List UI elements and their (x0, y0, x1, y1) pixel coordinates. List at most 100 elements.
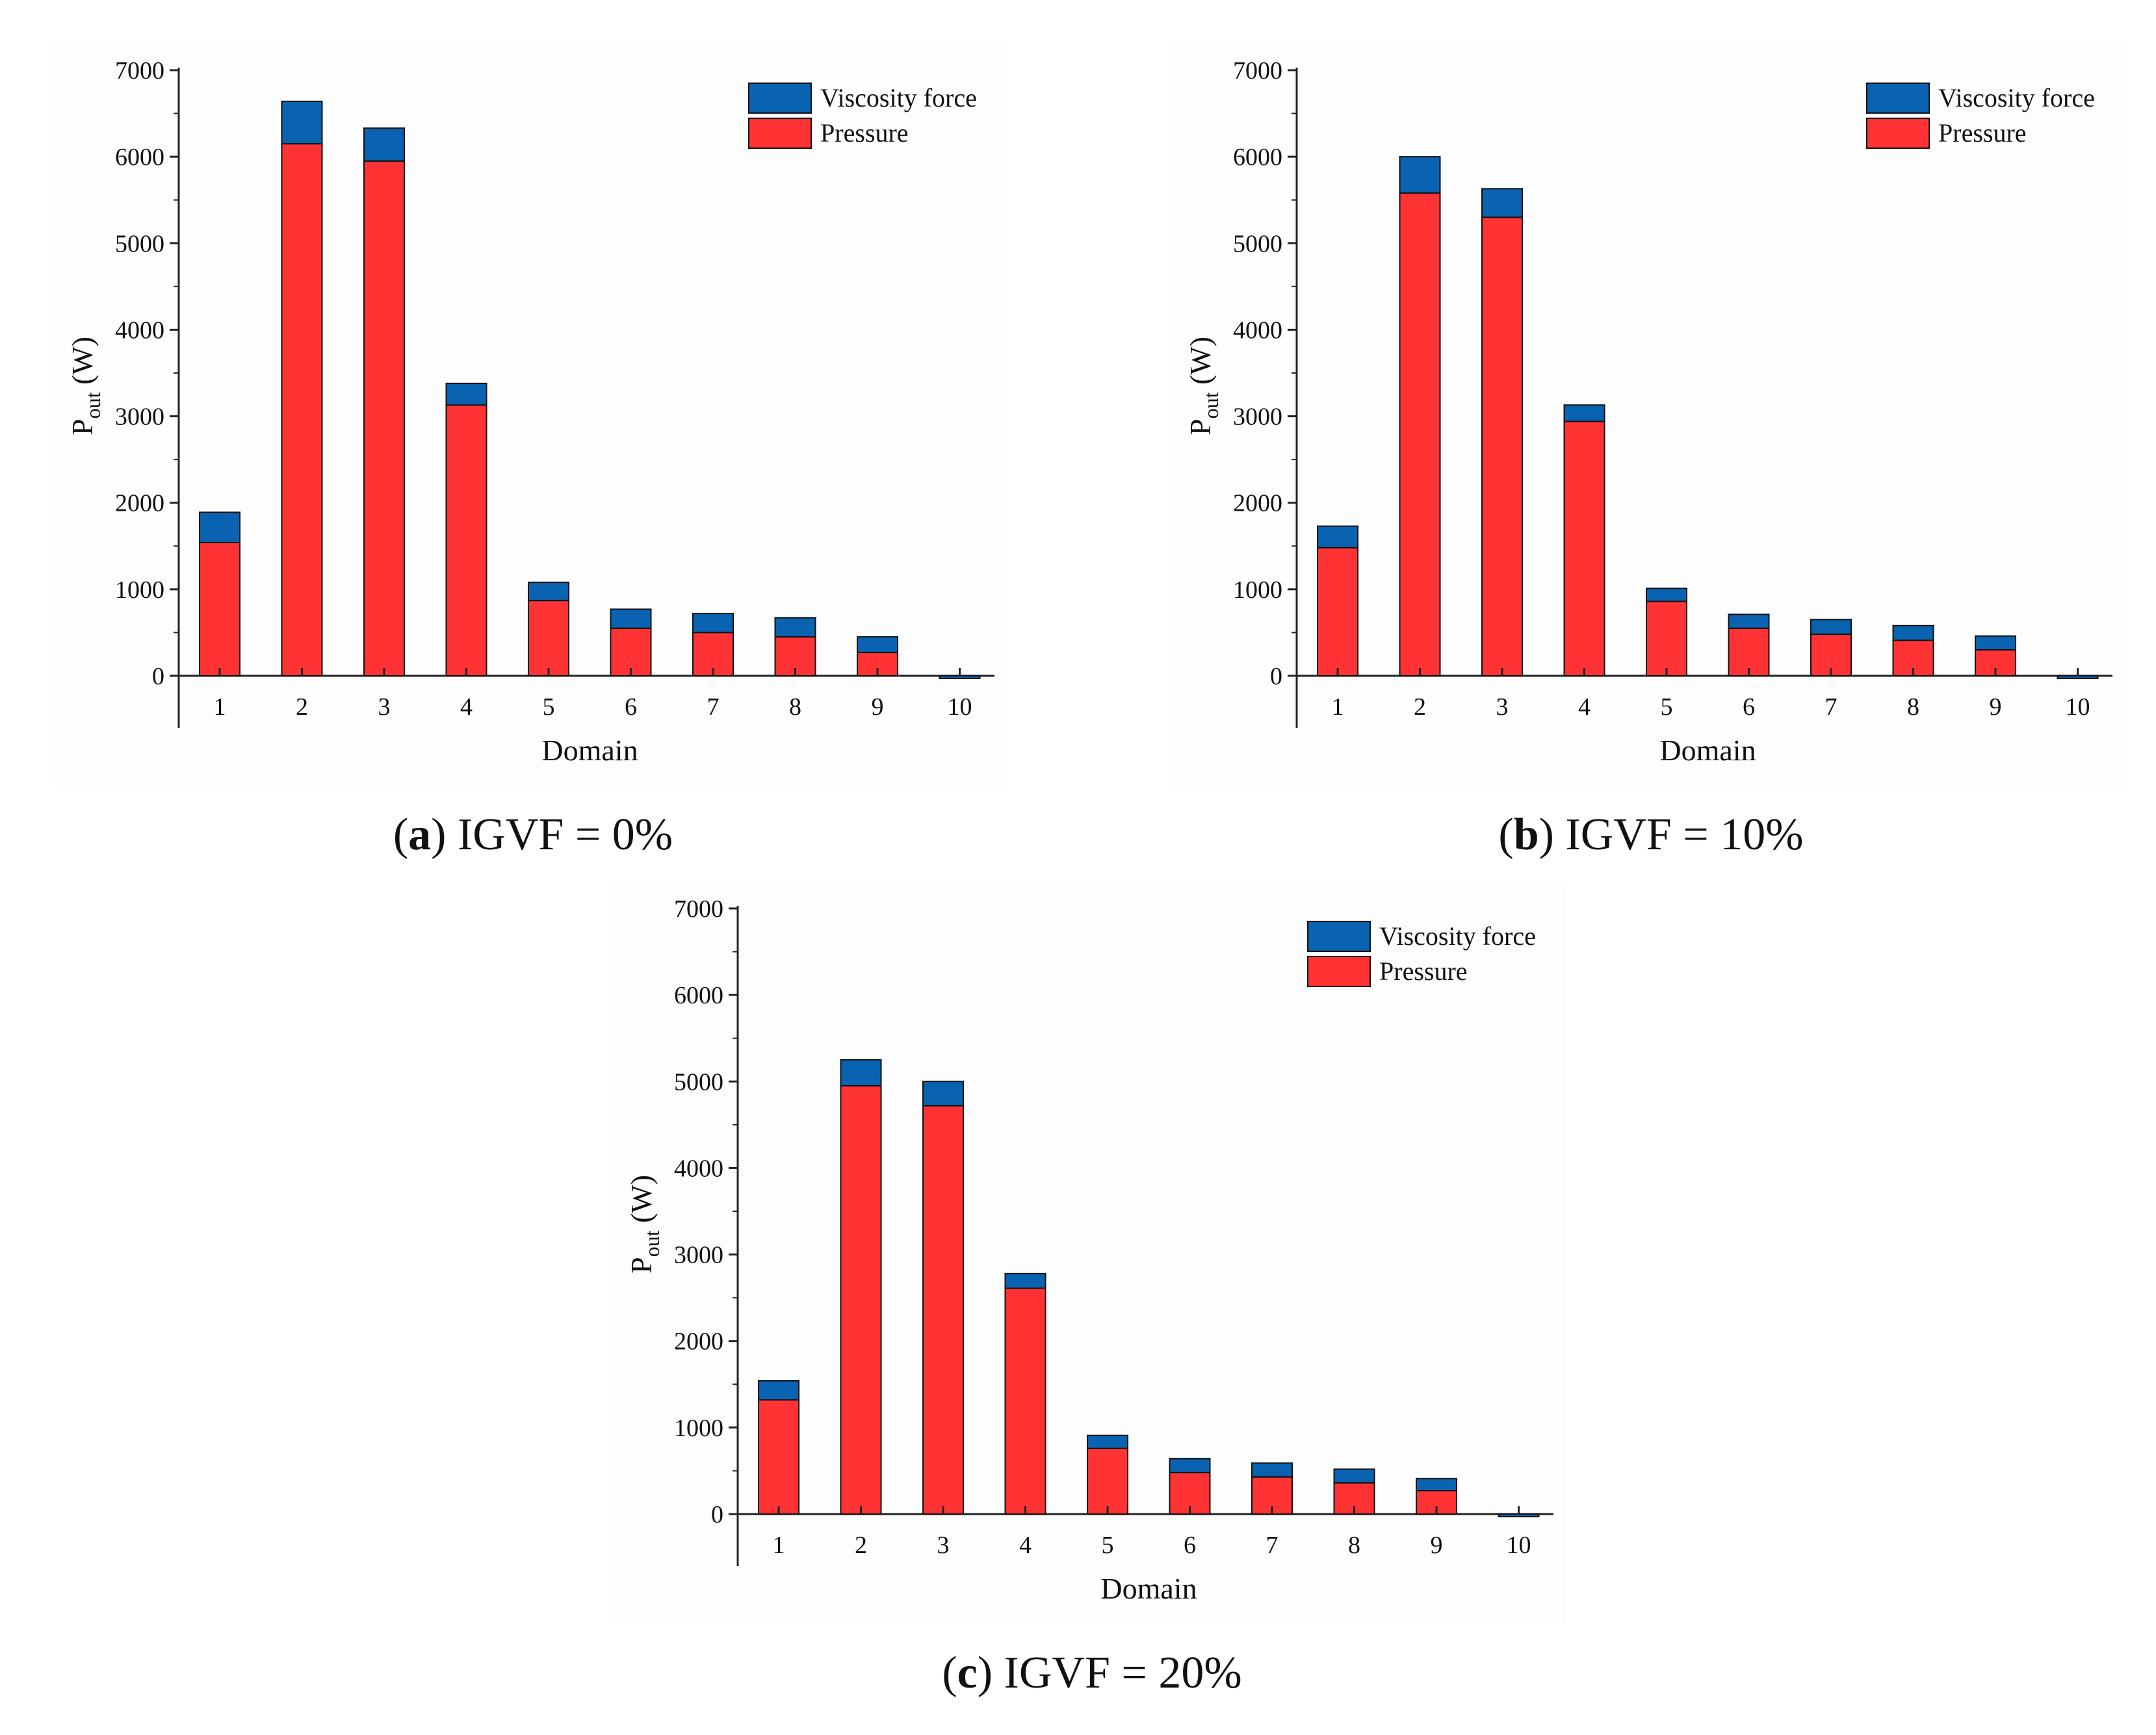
bar-viscosity-7 (1251, 1462, 1293, 1478)
y-tick-label: 1000 (115, 576, 164, 604)
bar-viscosity-1 (758, 1380, 799, 1401)
x-tick-label: 10 (2066, 693, 2090, 721)
y-tick-label: 3000 (115, 404, 164, 431)
x-tick-label: 7 (1266, 1532, 1279, 1559)
y-axis-title: Pout (W) (66, 337, 105, 435)
caption-letter-b: b (1513, 810, 1539, 860)
legend-label-pressure: Pressure (820, 118, 909, 148)
y-tick-label: 2000 (1233, 490, 1282, 517)
legend-label-viscosity: Viscosity force (820, 83, 977, 112)
caption-a: (a) IGVF = 0% (393, 810, 673, 860)
x-tick-label: 4 (460, 693, 473, 721)
y-axis-title-main: P (66, 418, 99, 435)
y-tick-label: 4000 (674, 1155, 723, 1182)
bar-viscosity-5 (1087, 1434, 1128, 1449)
y-axis-title-unit: (W) (1184, 337, 1217, 392)
legend-swatch-viscosity (1866, 83, 1930, 114)
y-tick-label: 6000 (674, 982, 723, 1009)
x-tick-label: 4 (1578, 693, 1591, 721)
caption-letter-c: c (957, 1648, 978, 1698)
bar-viscosity-4 (1004, 1272, 1046, 1289)
y-tick-label: 7000 (674, 895, 723, 923)
bar-pressure-5 (1087, 1447, 1128, 1515)
y-axis-title-main: P (625, 1257, 658, 1274)
bar-viscosity-5 (528, 582, 569, 602)
x-tick-label: 10 (1507, 1532, 1531, 1559)
x-tick-label: 2 (296, 693, 308, 721)
x-tick-label: 4 (1019, 1532, 1032, 1559)
y-tick-label: 3000 (674, 1242, 723, 1269)
y-tick-label: 4000 (1233, 316, 1282, 344)
x-tick-label: 6 (1743, 693, 1755, 721)
legend-label-pressure: Pressure (1379, 957, 1468, 986)
x-tick-label: 5 (1661, 693, 1673, 721)
bar-viscosity-8 (774, 617, 816, 638)
bar-viscosity-3 (363, 127, 405, 162)
bar-pressure-3 (1481, 216, 1523, 677)
caption-letter-a: a (408, 810, 432, 860)
x-axis-title: Domain (1100, 1572, 1197, 1605)
y-tick-label: 7000 (1233, 57, 1282, 84)
bar-viscosity-6 (1728, 613, 1770, 629)
x-tick-label: 8 (1348, 1532, 1360, 1559)
bar-viscosity-10 (1498, 1513, 1540, 1517)
bar-pressure-4 (1563, 420, 1605, 676)
y-tick-label: 0 (1270, 663, 1282, 690)
y-tick-label: 2000 (674, 1328, 723, 1356)
bar-viscosity-10 (2057, 675, 2099, 679)
y-axis-title-unit: (W) (66, 337, 99, 392)
chart-panel-a: 0 1000 2000 3000 4000 5000 6000 7000 1 2 3 4 5 6 7 8 9 10… (52, 45, 1007, 786)
legend-label-pressure: Pressure (1938, 118, 2027, 148)
y-axis-title-sub: out (81, 392, 105, 418)
caption-text-c: IGVF = 20% (1004, 1648, 1242, 1698)
legend-label-viscosity: Viscosity force (1938, 83, 2095, 112)
bar-viscosity-3 (1481, 188, 1523, 218)
y-axis-title-sub: out (640, 1230, 664, 1257)
y-tick-label: 0 (711, 1501, 723, 1528)
x-axis-title: Domain (1659, 734, 1756, 767)
bar-viscosity-6 (610, 608, 652, 629)
bar-pressure-1 (1317, 546, 1358, 676)
bar-viscosity-7 (1810, 619, 1852, 636)
bar-viscosity-6 (1169, 1458, 1211, 1474)
bar-pressure-4 (1004, 1287, 1046, 1515)
x-tick-label: 7 (707, 693, 720, 721)
y-tick-label: 6000 (1233, 144, 1282, 171)
bar-viscosity-4 (1563, 404, 1605, 422)
y-tick-label: 7000 (115, 57, 164, 84)
caption-b: (b) IGVF = 10% (1498, 810, 1804, 860)
x-tick-label: 1 (1332, 693, 1344, 721)
bar-pressure-1 (199, 541, 240, 677)
caption-text-a: IGVF = 0% (457, 810, 673, 860)
y-tick-label: 0 (152, 663, 164, 690)
x-axis-title: Domain (541, 734, 638, 767)
bar-pressure-2 (281, 143, 323, 676)
y-tick-label: 3000 (1233, 404, 1282, 431)
bar-viscosity-1 (199, 511, 240, 543)
bar-viscosity-9 (857, 636, 898, 654)
legend-swatch-pressure (748, 118, 812, 149)
y-tick-label: 6000 (115, 144, 164, 171)
x-tick-label: 6 (1184, 1532, 1196, 1559)
y-tick-label: 5000 (115, 230, 164, 257)
x-tick-label: 1 (214, 693, 226, 721)
bar-viscosity-2 (840, 1059, 882, 1086)
bar-pressure-2 (1399, 192, 1441, 676)
caption-c: (c) IGVF = 20% (942, 1648, 1242, 1698)
bar-viscosity-9 (1416, 1478, 1457, 1492)
y-axis-title-main: P (1184, 418, 1217, 435)
y-tick-label: 2000 (115, 490, 164, 517)
bar-viscosity-10 (939, 675, 981, 679)
legend-swatch-pressure (1866, 118, 1930, 149)
legend-swatch-viscosity (748, 83, 812, 114)
x-tick-label: 8 (1907, 693, 1919, 721)
x-tick-label: 6 (625, 693, 637, 721)
bar-pressure-7 (1251, 1476, 1293, 1515)
x-tick-label: 1 (773, 1532, 785, 1559)
bar-viscosity-8 (1892, 624, 1934, 641)
x-tick-label: 9 (1431, 1532, 1443, 1559)
y-axis-title-unit: (W) (625, 1175, 658, 1231)
caption-text-b: IGVF = 10% (1565, 810, 1804, 860)
x-tick-label: 2 (1414, 693, 1426, 721)
bar-pressure-4 (445, 404, 487, 677)
